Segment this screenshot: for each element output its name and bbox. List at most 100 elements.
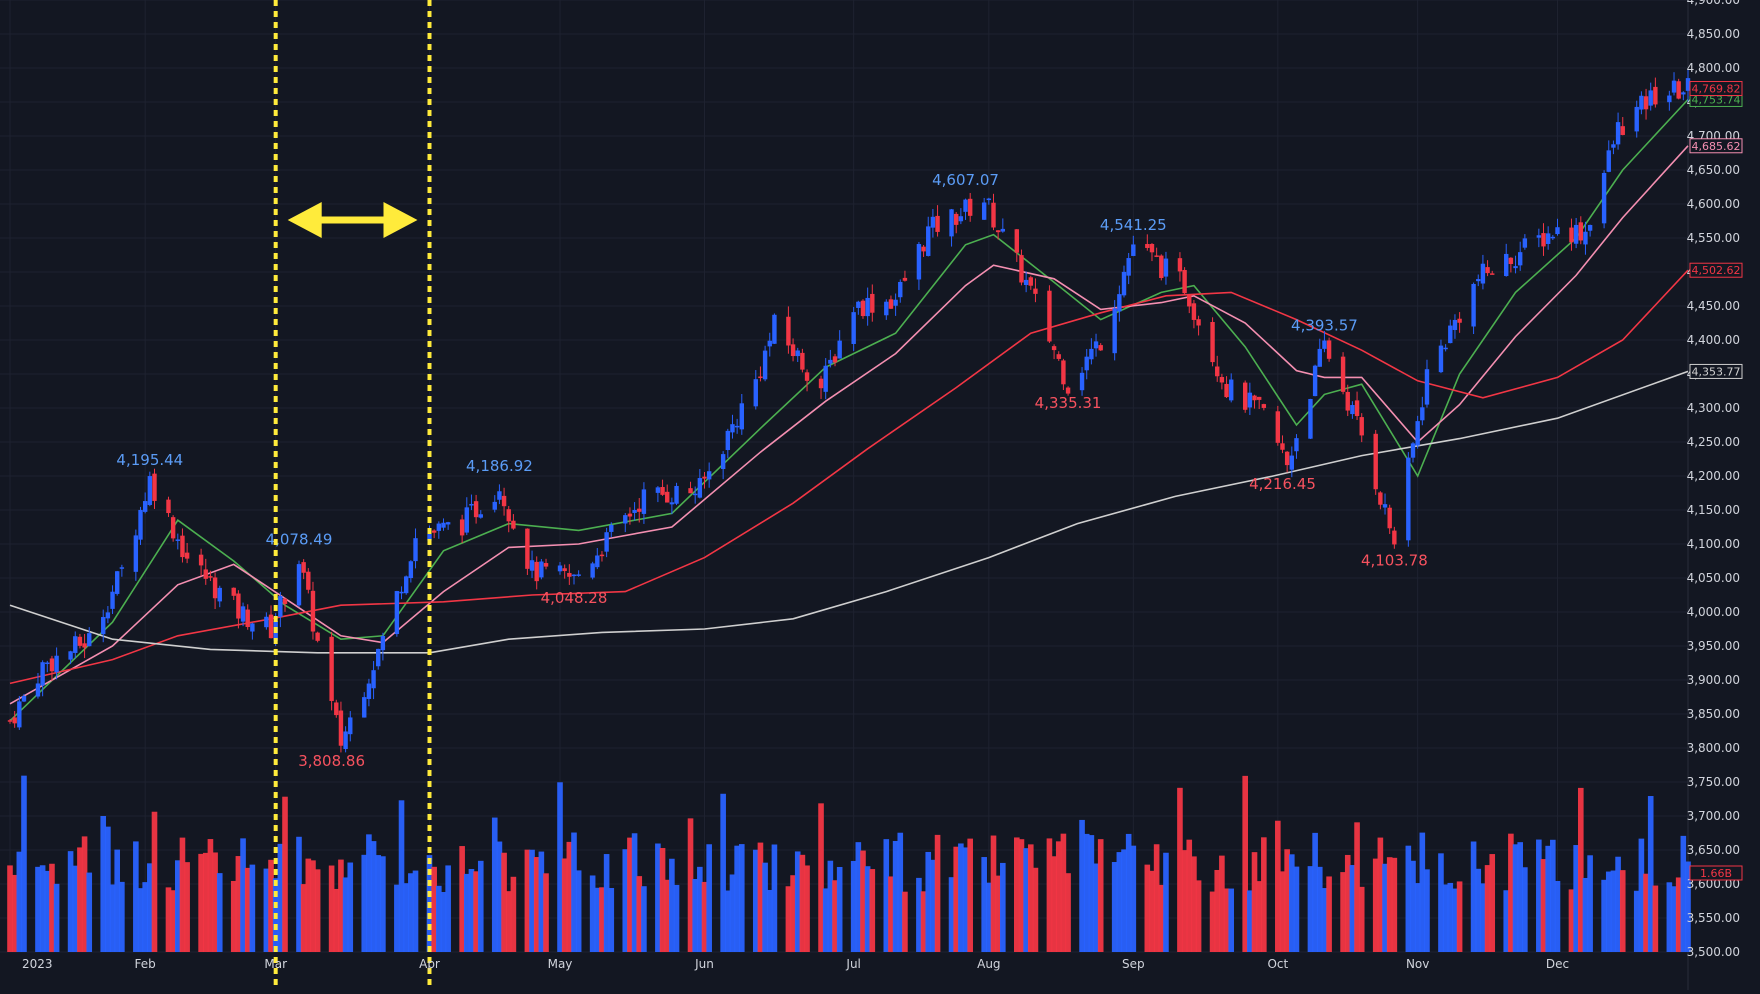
time-tick-label: Mar (264, 957, 287, 971)
candle-body (138, 509, 143, 540)
candle-body (413, 538, 418, 562)
candle-body (562, 568, 567, 572)
candle-body (133, 535, 139, 572)
price-tick-label: 4,900.00 (1687, 0, 1740, 7)
volume-bar (948, 877, 955, 952)
candle-body (473, 501, 479, 518)
ma-price-badge (1689, 138, 1743, 154)
volume-bar (1340, 872, 1346, 952)
candle-body (1261, 404, 1267, 408)
candle-body (1215, 366, 1220, 377)
volume-bar (1540, 859, 1547, 952)
candle-body (571, 574, 577, 577)
volume-bar (468, 868, 475, 952)
volume-bar (757, 842, 764, 952)
ma-price-label: 4,753.74 (1692, 93, 1741, 106)
candle-body (180, 535, 185, 558)
volume-bar (822, 888, 829, 952)
candle-body (688, 488, 693, 494)
candle-body (1154, 255, 1159, 257)
price-tick-label: 3,900.00 (1687, 673, 1740, 687)
swing-high-label: 4,195.44 (116, 451, 183, 469)
volume-bar (734, 845, 740, 952)
volume-bar (1419, 832, 1426, 952)
volume-bar (1027, 844, 1034, 952)
volume-bar (35, 866, 41, 952)
volume-bar (1097, 839, 1104, 952)
candle-body (268, 614, 274, 639)
volume-bar (599, 887, 605, 952)
candle-body (7, 720, 13, 722)
swing-low-label: 4,335.31 (1035, 394, 1102, 412)
volume-bar (1079, 819, 1085, 952)
volume-bar (524, 849, 531, 952)
volume-bar (282, 796, 288, 952)
time-axis[interactable]: 2023 Feb Mar Apr May Jun Jul Aug Sep Oct Nov Dec (22, 957, 1569, 971)
volume-bar (1554, 880, 1561, 952)
volume-bar (1060, 833, 1067, 952)
candle-body (898, 281, 903, 298)
volume-bar (1181, 850, 1188, 952)
volume-bar (184, 862, 190, 952)
candle-body (1382, 504, 1388, 508)
volume-bar (725, 890, 731, 952)
volume-bar (1643, 873, 1649, 952)
candle-body (1242, 382, 1248, 410)
volume-bar (510, 876, 517, 952)
volume-bar (1316, 866, 1323, 952)
volume-bar (230, 880, 237, 952)
volume-bar (958, 843, 964, 952)
candle-body (1289, 455, 1295, 470)
volume-bar (1582, 877, 1589, 952)
candle-body (641, 489, 647, 514)
candle-body (1480, 263, 1486, 284)
candle-body (1350, 405, 1355, 415)
volume-bar (1601, 879, 1607, 952)
candle-body (599, 554, 605, 557)
volume-bar (505, 891, 512, 952)
candle-body (175, 539, 180, 541)
volume-bar (1587, 855, 1593, 952)
volume-bar (249, 864, 256, 952)
ma-price-label: 4,685.62 (1692, 140, 1741, 153)
volume-bar (785, 886, 792, 952)
price-tick-label: 4,800.00 (1687, 61, 1740, 75)
candle-body (1056, 354, 1061, 359)
volume-bar (1312, 832, 1318, 952)
candle-body (1256, 396, 1262, 400)
volume-bar (1121, 849, 1127, 952)
volume-bar (375, 855, 382, 952)
candle-body (930, 216, 936, 228)
volume-bar (1391, 857, 1398, 952)
candle-body (1312, 365, 1318, 397)
volume-bar (1680, 835, 1687, 952)
candle-body (147, 476, 153, 505)
candle-body (1378, 492, 1383, 505)
price-tick-label: 4,400.00 (1687, 333, 1740, 347)
candle-body (991, 202, 996, 228)
volume-bar (1065, 873, 1071, 952)
candle-body (921, 246, 926, 252)
volume-bar (1508, 833, 1514, 952)
price-tick-label: 3,500.00 (1687, 945, 1740, 959)
volume-bar (762, 862, 768, 952)
candle-body (1569, 227, 1574, 243)
candle-body (595, 555, 600, 568)
candle-body (1014, 229, 1019, 253)
candle-body (1275, 411, 1281, 443)
price-tick-label: 3,800.00 (1687, 741, 1740, 755)
candle-body (101, 617, 106, 635)
candle-body (431, 530, 437, 533)
volume-bar (832, 880, 838, 952)
volume-bar (445, 865, 451, 952)
candle-body (1485, 267, 1490, 274)
candle-body (68, 651, 73, 660)
volume-bar (892, 840, 899, 952)
volume-bar (216, 873, 223, 952)
price-axis[interactable]: 3,500.003,550.003,600.003,650.003,700.00… (1687, 0, 1743, 959)
volume-bar (1219, 855, 1225, 952)
volume-bar (398, 800, 405, 952)
candle-body (1578, 222, 1583, 241)
volume-bar (603, 854, 610, 952)
